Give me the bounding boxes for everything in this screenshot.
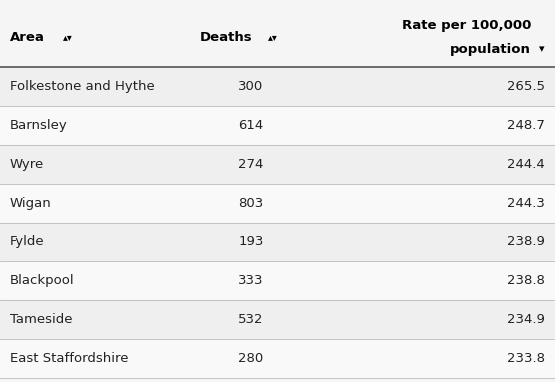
Bar — [0, 8, 555, 67]
Text: 234.9: 234.9 — [507, 313, 545, 326]
Bar — [0, 261, 555, 300]
Bar — [0, 145, 555, 184]
Bar — [0, 222, 555, 261]
Text: ▾: ▾ — [539, 44, 545, 55]
Text: Tameside: Tameside — [10, 313, 73, 326]
Bar — [0, 339, 555, 378]
Text: 280: 280 — [239, 352, 264, 365]
Text: 244.3: 244.3 — [507, 197, 545, 210]
Text: Wyre: Wyre — [10, 158, 44, 171]
Bar — [0, 300, 555, 339]
Text: Deaths: Deaths — [200, 31, 253, 44]
Text: 265.5: 265.5 — [507, 80, 545, 93]
Text: 238.9: 238.9 — [507, 235, 545, 248]
Text: 248.7: 248.7 — [507, 119, 545, 132]
Text: 300: 300 — [239, 80, 264, 93]
Text: 532: 532 — [238, 313, 264, 326]
Text: East Staffordshire: East Staffordshire — [10, 352, 129, 365]
Text: 238.8: 238.8 — [507, 274, 545, 287]
Text: Rate per 100,000: Rate per 100,000 — [402, 18, 531, 32]
Bar — [0, 67, 555, 106]
Text: Blackpool: Blackpool — [10, 274, 74, 287]
Text: Fylde: Fylde — [10, 235, 44, 248]
Bar — [0, 184, 555, 222]
Text: Barnsley: Barnsley — [10, 119, 68, 132]
Text: 614: 614 — [239, 119, 264, 132]
Text: 193: 193 — [238, 235, 264, 248]
Text: Folkestone and Hythe: Folkestone and Hythe — [10, 80, 155, 93]
Text: population: population — [450, 43, 531, 56]
Text: 274: 274 — [238, 158, 264, 171]
Text: 333: 333 — [238, 274, 264, 287]
Text: ▴▾: ▴▾ — [63, 32, 73, 42]
Bar — [0, 106, 555, 145]
Text: Wigan: Wigan — [10, 197, 52, 210]
Text: 244.4: 244.4 — [507, 158, 545, 171]
Text: ▴▾: ▴▾ — [268, 32, 278, 42]
Text: 803: 803 — [239, 197, 264, 210]
Text: Area: Area — [10, 31, 45, 44]
Text: 233.8: 233.8 — [507, 352, 545, 365]
